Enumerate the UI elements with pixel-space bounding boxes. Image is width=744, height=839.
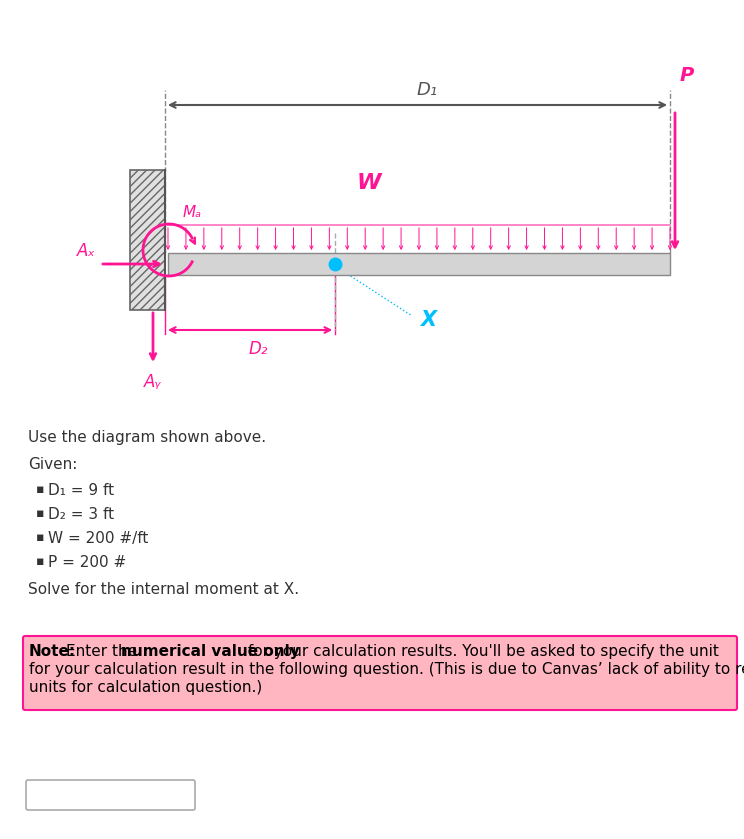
Bar	[168, 253, 670, 275]
Text: W = 200 #/ft: W = 200 #/ft	[48, 531, 148, 546]
Text: ▪: ▪	[36, 555, 45, 568]
Bar	[130, 170, 165, 310]
Text: D₂ = 3 ft: D₂ = 3 ft	[48, 507, 114, 522]
FancyBboxPatch shape	[26, 780, 195, 810]
Text: numerical value only: numerical value only	[121, 644, 300, 659]
Text: for your calculation results. You'll be asked to specify the unit: for your calculation results. You'll be …	[243, 644, 719, 659]
Text: W: W	[357, 173, 381, 193]
Text: for your calculation result in the following question. (This is due to Canvas’ l: for your calculation result in the follo…	[29, 662, 744, 677]
Text: X: X	[420, 310, 436, 330]
Text: Mₐ: Mₐ	[183, 205, 202, 220]
Text: Solve for the internal moment at X.: Solve for the internal moment at X.	[28, 582, 299, 597]
Text: Aᵧ: Aᵧ	[144, 373, 161, 391]
Text: D₁: D₁	[417, 81, 438, 99]
Text: Enter the: Enter the	[66, 644, 142, 659]
Text: P = 200 #: P = 200 #	[48, 555, 126, 570]
Text: Use the diagram shown above.: Use the diagram shown above.	[28, 430, 266, 445]
Text: units for calculation question.): units for calculation question.)	[29, 680, 262, 695]
Text: D₁ = 9 ft: D₁ = 9 ft	[48, 483, 114, 498]
Text: P: P	[680, 66, 694, 85]
Text: D₂: D₂	[248, 340, 268, 358]
FancyBboxPatch shape	[23, 636, 737, 710]
Text: Aₓ: Aₓ	[77, 242, 96, 260]
Text: Note:: Note:	[29, 644, 76, 659]
Text: Given:: Given:	[28, 457, 77, 472]
Text: ▪: ▪	[36, 483, 45, 496]
Text: ▪: ▪	[36, 531, 45, 544]
Text: ▪: ▪	[36, 507, 45, 520]
